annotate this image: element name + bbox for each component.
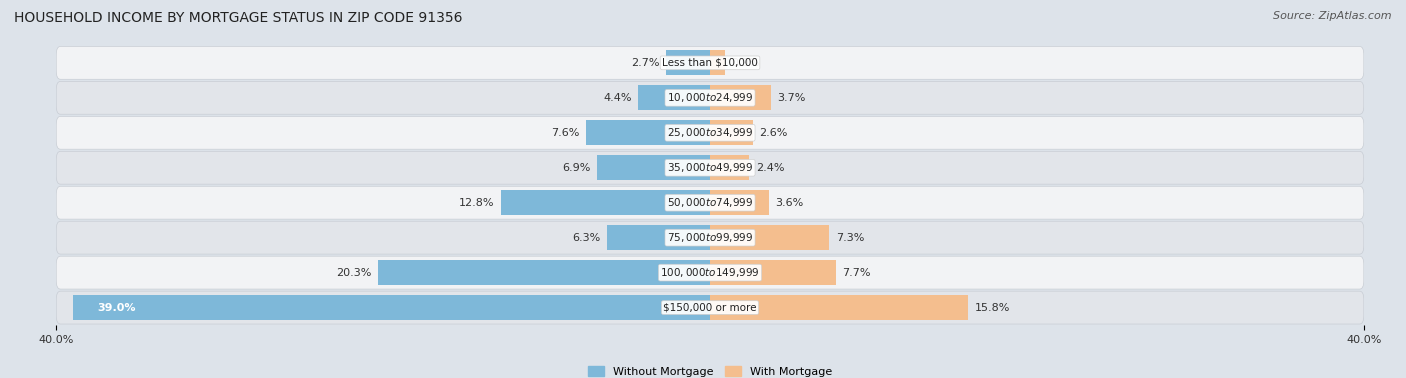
- Text: 6.3%: 6.3%: [572, 233, 600, 243]
- Text: $25,000 to $34,999: $25,000 to $34,999: [666, 126, 754, 139]
- Bar: [710, 295, 969, 320]
- Text: 3.7%: 3.7%: [778, 93, 806, 103]
- Text: 2.7%: 2.7%: [631, 58, 659, 68]
- Bar: [710, 190, 769, 215]
- Text: 7.7%: 7.7%: [842, 268, 870, 277]
- Text: $35,000 to $49,999: $35,000 to $49,999: [666, 161, 754, 174]
- Text: HOUSEHOLD INCOME BY MORTGAGE STATUS IN ZIP CODE 91356: HOUSEHOLD INCOME BY MORTGAGE STATUS IN Z…: [14, 11, 463, 25]
- Bar: [710, 50, 724, 76]
- Bar: [710, 225, 830, 250]
- Text: 4.4%: 4.4%: [603, 93, 631, 103]
- Legend: Without Mortgage, With Mortgage: Without Mortgage, With Mortgage: [583, 361, 837, 378]
- Bar: [73, 295, 710, 320]
- Bar: [598, 155, 710, 180]
- FancyBboxPatch shape: [56, 221, 1364, 254]
- Bar: [710, 120, 752, 146]
- Bar: [378, 260, 710, 285]
- Bar: [607, 225, 710, 250]
- Text: 7.6%: 7.6%: [551, 128, 579, 138]
- Text: 2.4%: 2.4%: [756, 163, 785, 173]
- Bar: [501, 190, 710, 215]
- FancyBboxPatch shape: [56, 46, 1364, 79]
- Text: 39.0%: 39.0%: [97, 303, 135, 313]
- Bar: [666, 50, 710, 76]
- FancyBboxPatch shape: [56, 151, 1364, 184]
- Bar: [710, 155, 749, 180]
- Text: 7.3%: 7.3%: [837, 233, 865, 243]
- Bar: [586, 120, 710, 146]
- FancyBboxPatch shape: [56, 81, 1364, 114]
- Text: $100,000 to $149,999: $100,000 to $149,999: [661, 266, 759, 279]
- FancyBboxPatch shape: [56, 291, 1364, 324]
- Text: Source: ZipAtlas.com: Source: ZipAtlas.com: [1274, 11, 1392, 21]
- Text: 6.9%: 6.9%: [562, 163, 591, 173]
- FancyBboxPatch shape: [56, 256, 1364, 289]
- FancyBboxPatch shape: [56, 116, 1364, 149]
- Text: Less than $10,000: Less than $10,000: [662, 58, 758, 68]
- Text: $10,000 to $24,999: $10,000 to $24,999: [666, 91, 754, 104]
- Text: $50,000 to $74,999: $50,000 to $74,999: [666, 196, 754, 209]
- Text: 0.9%: 0.9%: [731, 58, 759, 68]
- Bar: [710, 85, 770, 110]
- Bar: [710, 260, 837, 285]
- Text: 3.6%: 3.6%: [776, 198, 804, 208]
- Text: $150,000 or more: $150,000 or more: [664, 303, 756, 313]
- Text: 20.3%: 20.3%: [336, 268, 371, 277]
- Bar: [638, 85, 710, 110]
- FancyBboxPatch shape: [56, 186, 1364, 219]
- Text: 12.8%: 12.8%: [458, 198, 495, 208]
- Text: 2.6%: 2.6%: [759, 128, 787, 138]
- Text: $75,000 to $99,999: $75,000 to $99,999: [666, 231, 754, 244]
- Text: 15.8%: 15.8%: [974, 303, 1010, 313]
